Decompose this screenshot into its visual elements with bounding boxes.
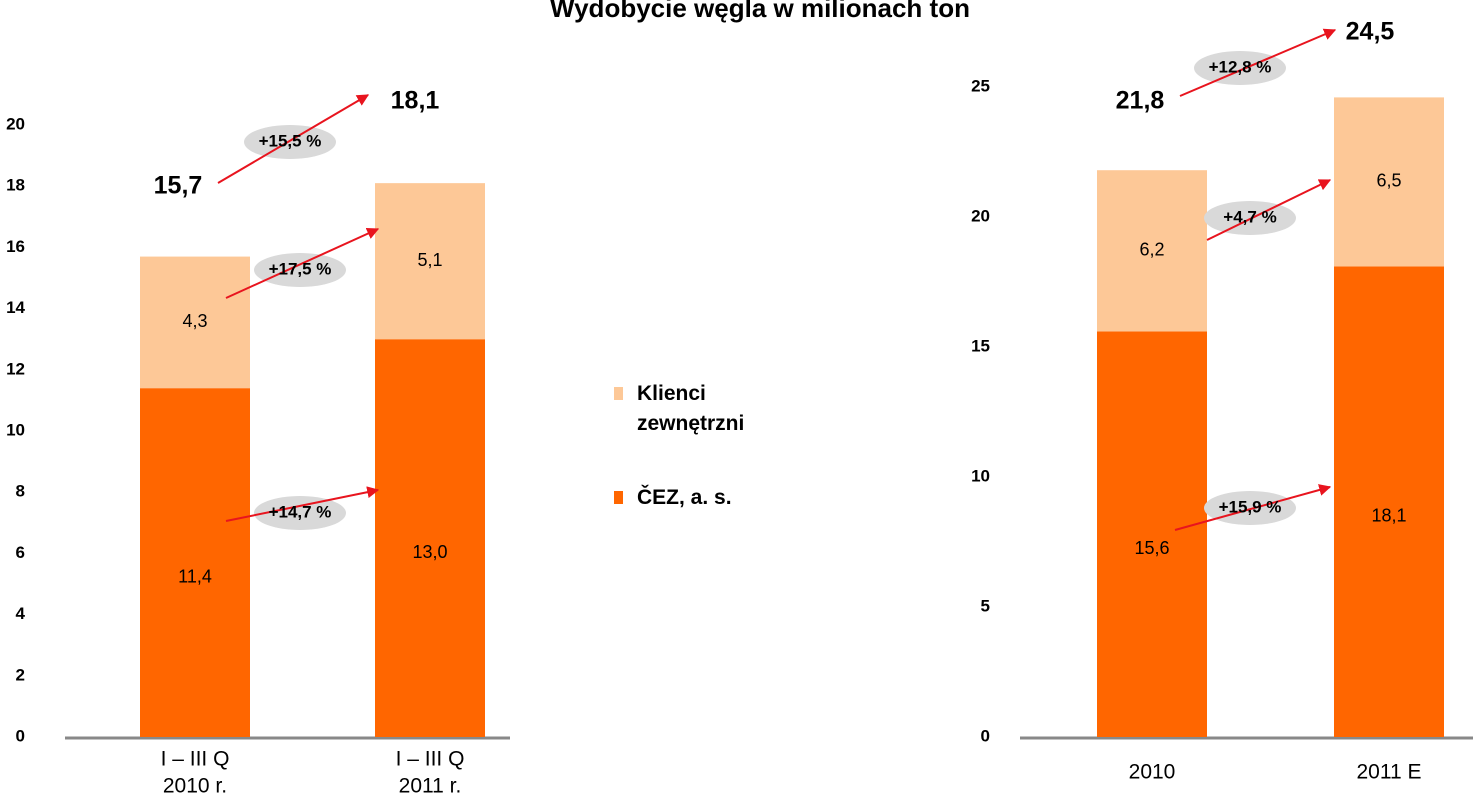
y-tick-label: 12	[6, 359, 25, 378]
y-tick-label: 20	[971, 206, 990, 225]
y-tick-label: 8	[16, 482, 25, 501]
x-tick-label: 2010 r.	[163, 775, 227, 798]
y-tick-label: 2	[16, 665, 25, 684]
x-tick-label: I – III Q	[396, 748, 465, 771]
x-tick-label: 2011 E	[1357, 761, 1422, 784]
y-tick-label: 10	[6, 420, 25, 439]
bar-segment	[140, 256, 250, 389]
annotation: +12,8 %	[1209, 57, 1272, 76]
x-tick-label: I – III Q	[161, 748, 230, 771]
y-tick-label: 4	[16, 604, 26, 623]
annotation: +15,5 %	[259, 131, 322, 150]
legend-swatch	[614, 387, 623, 400]
data-label: 6,5	[1376, 171, 1401, 191]
annotation-arrow	[225, 486, 380, 522]
annotation: +14,7 %	[269, 502, 332, 521]
data-label: 5,1	[417, 250, 442, 270]
bar-segment	[1334, 97, 1444, 267]
total-label: 15,7	[154, 172, 203, 200]
y-tick-label: 20	[6, 114, 25, 133]
data-label: 4,3	[182, 311, 207, 331]
y-tick-label: 16	[6, 237, 25, 256]
total-label: 18,1	[391, 87, 440, 115]
bar-segment	[1097, 331, 1207, 737]
annotation-arrow	[1179, 28, 1337, 97]
y-tick-label: 5	[981, 596, 990, 615]
annotation-bubble	[254, 253, 346, 287]
bar-segment	[1334, 266, 1444, 737]
annotation: +15,9 %	[1219, 497, 1282, 516]
data-label: 15,6	[1134, 538, 1169, 558]
bar-segment	[140, 388, 250, 737]
annotation-arrow	[1206, 179, 1332, 241]
y-tick-label: 0	[981, 726, 990, 745]
y-tick-label: 14	[6, 298, 25, 317]
annotation-arrow	[1174, 484, 1332, 531]
annotation-arrow	[225, 228, 380, 299]
y-tick-label: 18	[6, 176, 25, 195]
annotation-arrow	[217, 94, 370, 184]
chart-title: Wydobycie węgla w milionach ton	[550, 0, 970, 23]
legend-label: ČEZ, a. s.	[637, 486, 732, 509]
y-tick-label: 10	[971, 466, 990, 485]
bar-segment	[375, 339, 485, 737]
x-tick-label: 2010	[1129, 761, 1176, 784]
x-tick-label: 2011 r.	[399, 775, 462, 798]
total-label: 24,5	[1346, 18, 1395, 46]
bar-segment	[375, 183, 485, 340]
data-label: 6,2	[1139, 240, 1164, 260]
y-tick-label: 6	[16, 543, 25, 562]
annotation-bubble	[1194, 51, 1286, 85]
legend-swatch	[614, 491, 623, 504]
annotation: +4,7 %	[1223, 207, 1276, 226]
annotation-bubble	[244, 125, 336, 159]
bar-segment	[1097, 170, 1207, 332]
total-label: 21,8	[1116, 87, 1165, 115]
data-label: 18,1	[1371, 505, 1406, 525]
annotation: +17,5 %	[269, 259, 332, 278]
data-label: 11,4	[178, 566, 212, 586]
y-tick-label: 15	[971, 336, 990, 355]
annotation-bubble	[254, 496, 346, 530]
legend-label: Klienci zewnętrzni	[637, 382, 745, 435]
y-tick-label: 25	[971, 76, 990, 95]
data-label: 13,0	[412, 542, 447, 562]
y-tick-label: 0	[16, 726, 25, 745]
